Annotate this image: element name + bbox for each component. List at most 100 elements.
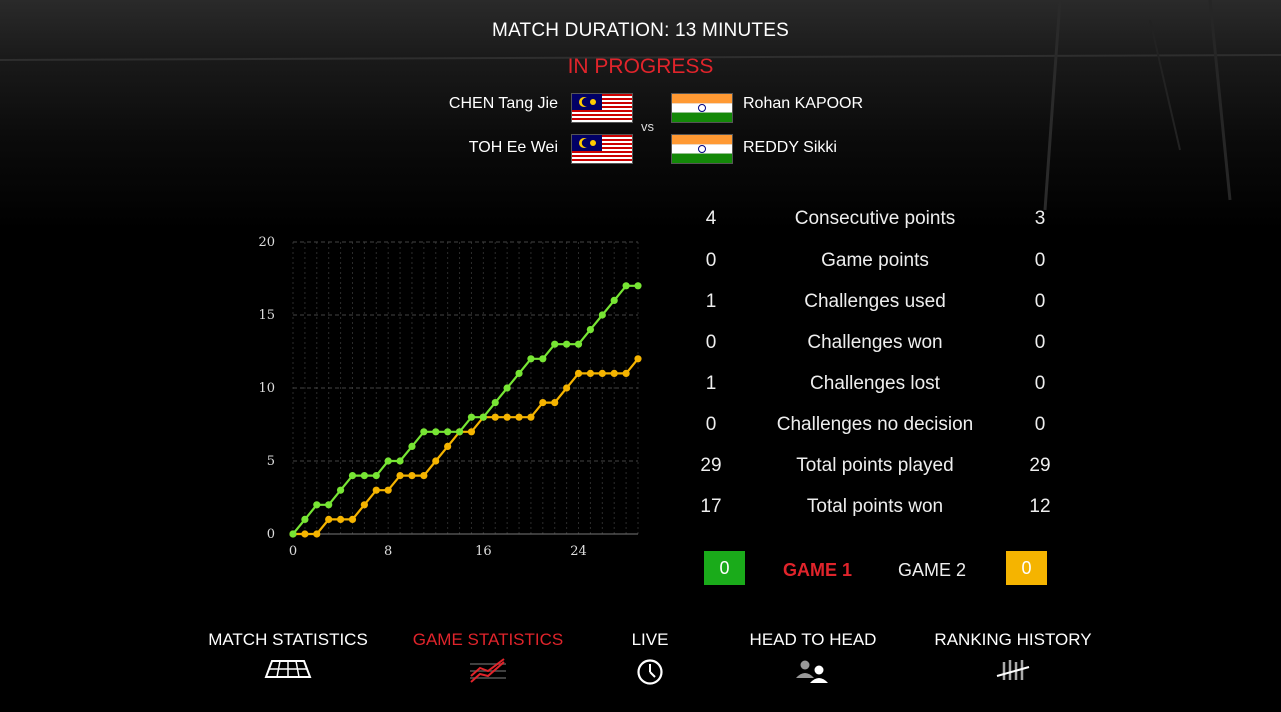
chart-data-point [408,442,416,450]
chart-data-point [467,413,476,421]
player-left-1: CHEN Tang Jie [448,95,558,112]
chart-x-tick-label: 24 [570,544,587,559]
chart-data-point [432,457,440,465]
nav-match-statistics[interactable]: MATCH STATISTICS [208,630,368,680]
chart-data-point [420,428,428,436]
nav-head-to-head[interactable]: HEAD TO HEAD [748,630,878,684]
clock-icon [637,659,663,685]
score-progression-chart: 0 5 10 15 20 0 8 16 24 [258,235,642,559]
stat-left-value: 4 [705,208,717,229]
chart-data-point [598,311,606,319]
chart-data-point [491,413,499,421]
nav-live[interactable]: LIVE [620,630,680,686]
nav-game-statistics[interactable]: GAME STATISTICS [410,630,566,684]
stat-left-value: 0 [705,250,717,271]
chart-data-point [325,501,333,509]
chart-data-point [444,428,452,436]
match-duration: MATCH DURATION: 13 MINUTES [492,20,789,41]
stat-row: 1 Challenges lost 0 [680,373,1080,403]
chart-data-point [634,282,642,290]
nav-label: MATCH STATISTICS [208,630,368,649]
chart-data-point [527,355,535,363]
chart-data-point [503,384,511,392]
chart-data-point [396,472,404,480]
stat-right-value: 0 [1034,332,1046,353]
chart-data-point [539,399,547,407]
match-status: IN PROGRESS [567,55,714,78]
chart-x-tick-label: 0 [289,544,297,559]
chart-y-tick-label: 10 [258,381,275,396]
chart-data-point [527,413,535,421]
stat-label: Total points played [796,455,954,476]
chart-data-point [515,413,523,421]
chart-y-tick-label: 15 [258,308,275,323]
ranking-bars-icon [996,660,1030,680]
stat-row: 0 Game points 0 [680,250,1080,280]
stat-left-value: 1 [705,373,717,394]
chart-data-point [491,399,499,407]
court-icon [264,660,312,678]
stat-label: Challenges lost [810,373,940,394]
chart-data-point [563,340,571,348]
chart-data-point [348,472,357,480]
stat-right-value: 3 [1034,208,1046,229]
chart-data-point [634,355,642,363]
player-right-1: Rohan KAPOOR [743,95,864,112]
stat-right-value: 0 [1034,373,1046,394]
chart-data-point [301,530,309,538]
nav-label: LIVE [631,630,669,649]
chart-data-point [610,296,618,304]
nav-label: HEAD TO HEAD [749,630,877,649]
chart-y-tick-label: 5 [267,454,275,469]
chart-data-point [586,326,595,334]
chart-data-point [325,515,333,523]
chart-data-point [551,399,559,407]
stat-row: 29 Total points played 29 [680,455,1080,485]
stat-row: 0 Challenges no decision 0 [680,414,1080,444]
chart-data-point [396,457,404,465]
malaysia-flag-icon [571,134,633,164]
stat-label: Game points [821,250,929,271]
chart-data-point [586,369,595,377]
chart-data-point [420,472,428,480]
stat-right-value: 12 [1029,496,1051,517]
tab-game-2[interactable]: GAME 2 [898,560,967,580]
chart-data-point [563,384,571,392]
stat-left-value: 17 [700,496,722,517]
chart-data-point [348,515,357,523]
chart-data-point [372,472,380,480]
malaysia-flag-icon [571,93,633,123]
chart-series-line [293,358,639,536]
stat-left-value: 29 [700,455,722,476]
chart-data-point [301,515,309,523]
player-left-2: TOH Ee Wei [468,139,558,156]
chart-data-point [408,472,416,480]
chart-y-tick-label: 20 [258,235,275,250]
chart-y-tick-label: 0 [267,527,275,542]
stat-label: Challenges won [807,332,943,353]
chart-data-point [289,530,297,538]
chart-data-point [455,428,464,436]
chart-data-point [574,369,583,377]
tab-game-1[interactable]: GAME 1 [783,560,853,580]
chart-x-tick-label: 8 [384,544,392,559]
header-background [0,0,1281,230]
nav-ranking-history[interactable]: RANKING HISTORY [934,630,1092,684]
chart-data-point [336,515,345,523]
chart-data-point [444,442,452,450]
stat-left-value: 1 [705,291,717,312]
stat-label: Challenges used [804,291,946,312]
stat-right-value: 0 [1034,291,1046,312]
chart-data-point [432,428,440,436]
chart-data-point [360,501,368,509]
nav-label: GAME STATISTICS [412,630,564,649]
vs-label: vs [641,119,654,134]
stat-right-value: 29 [1029,455,1051,476]
chart-data-point [503,413,511,421]
stat-left-value: 0 [705,332,717,353]
left-game-score: 0 [704,551,745,585]
two-users-icon [796,660,828,683]
chart-data-point [622,369,630,377]
stat-row: 4 Consecutive points 3 [680,208,1080,238]
stat-row: 1 Challenges used 0 [680,291,1080,321]
